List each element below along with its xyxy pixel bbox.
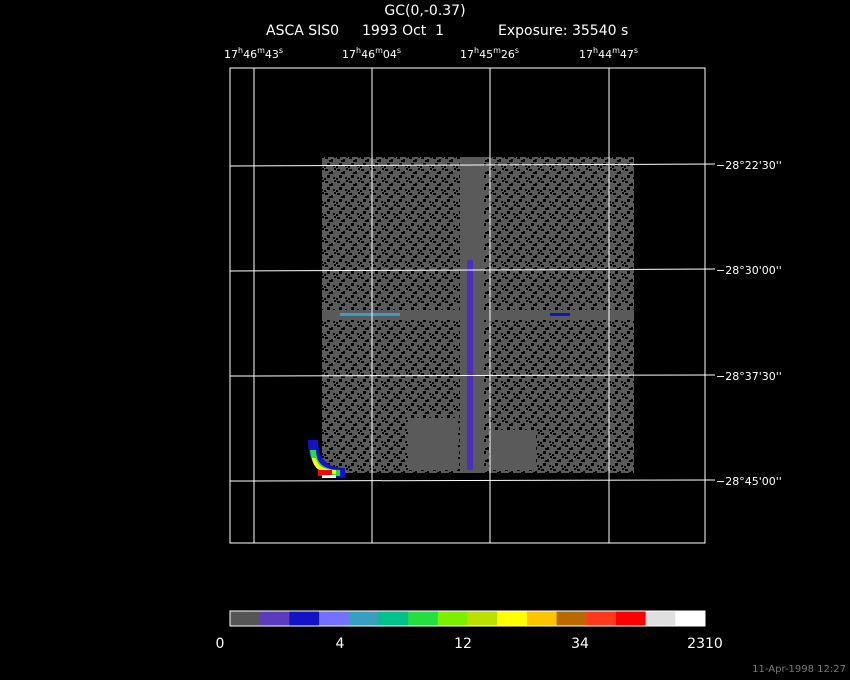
source-patch [490, 430, 536, 470]
colorbar-segment [259, 611, 290, 626]
title: GC(0,-0.37) [384, 3, 465, 19]
colorbar-segment [437, 611, 468, 626]
bright-source [308, 440, 345, 478]
bright-column [467, 260, 473, 470]
xray-image [308, 157, 634, 478]
instrument: ASCA SIS0 [266, 23, 339, 39]
colorbar [230, 611, 706, 626]
colorbar-label: 0 [216, 636, 225, 652]
ra-label: 17h46m43s [224, 46, 283, 61]
dec-label: −28°22'30'' [716, 159, 782, 172]
bright-row [550, 313, 570, 316]
ra-label: 17h45m26s [460, 46, 519, 61]
colorbar-segment [615, 611, 647, 626]
dec-label: −28°45'00'' [716, 475, 782, 488]
colorbar-segment [467, 611, 498, 626]
colorbar-segment [348, 611, 379, 626]
colorbar-segment [289, 611, 320, 626]
colorbar-segment [675, 611, 706, 626]
colorbar-frame [229, 610, 706, 627]
timestamp: 11-Apr-1998 12:27 [752, 664, 846, 675]
dec-grid-line [229, 268, 716, 272]
dec-grid-line [229, 163, 716, 167]
colorbar-segment [556, 611, 587, 626]
colorbar-segment [586, 611, 617, 626]
dec-labels: −28°22'30'' −28°30'00'' −28°37'30'' −28°… [716, 159, 782, 488]
colorbar-label: 12 [454, 636, 472, 652]
observation-date: 1993 Oct 1 [362, 23, 444, 39]
dec-grid-line [229, 374, 716, 377]
source-patch [408, 418, 458, 470]
coordinate-grid [229, 67, 716, 544]
colorbar-segment [230, 611, 261, 626]
colorbar-segment [408, 611, 439, 626]
ra-labels: 17h46m43s 17h46m04s 17h45m26s 17h44m47s [224, 46, 638, 61]
colorbar-segment [645, 611, 676, 626]
ra-label: 17h46m04s [342, 46, 401, 61]
colorbar-segment [378, 611, 409, 626]
colorbar-labels: 0 4 12 34 2310 [216, 636, 723, 652]
dec-label: −28°30'00'' [716, 264, 782, 277]
exposure: Exposure: 35540 s [498, 23, 628, 39]
colorbar-segment [497, 611, 528, 626]
dec-label: −28°37'30'' [716, 370, 782, 383]
colorbar-segment [526, 611, 558, 626]
colorbar-label: 2310 [687, 636, 723, 652]
plot-frame [229, 67, 706, 544]
colorbar-label: 4 [336, 636, 345, 652]
chip-gap [322, 310, 634, 320]
bright-row [340, 313, 400, 316]
colorbar-segment [319, 611, 350, 626]
ra-label: 17h44m47s [579, 46, 638, 61]
dec-grid-line [229, 479, 716, 482]
colorbar-label: 34 [571, 636, 589, 652]
